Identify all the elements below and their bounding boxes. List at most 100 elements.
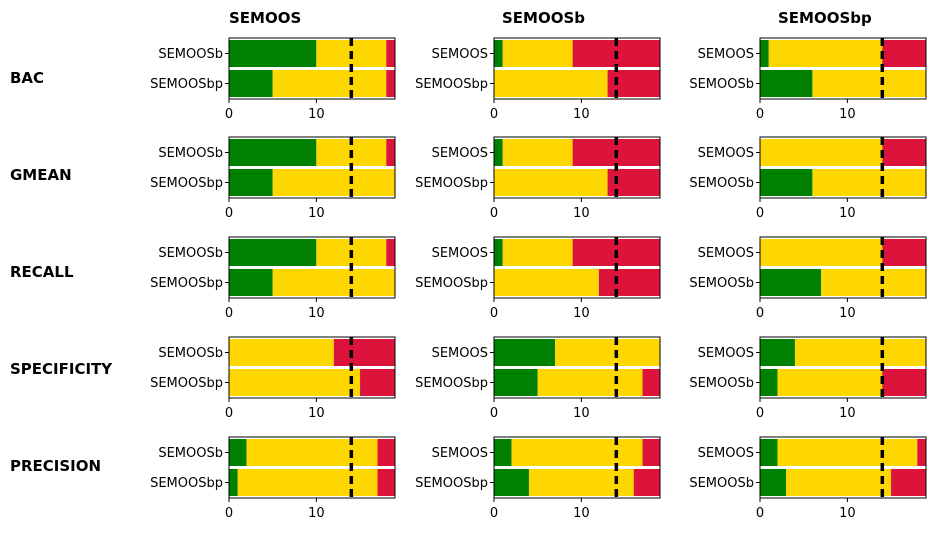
bar-segment-tie bbox=[786, 469, 892, 496]
bar-category-label: SEMOOS bbox=[432, 346, 488, 361]
axes-frame bbox=[228, 136, 396, 199]
bar-category-label: SEMOOSb bbox=[158, 146, 223, 161]
column-titles: SEMOOS SEMOOSb SEMOOSbp bbox=[229, 9, 872, 27]
bar-category-label: SEMOOSb bbox=[158, 246, 223, 261]
bar-category-label: SEMOOSb bbox=[158, 47, 223, 62]
bar-segment-tie bbox=[760, 239, 883, 266]
bar-category-label: SEMOOSbp bbox=[415, 77, 488, 92]
bar-segment-win bbox=[229, 40, 317, 67]
bar-segment-tie bbox=[272, 269, 395, 296]
axes-frame bbox=[759, 37, 927, 100]
bar-segment-loss bbox=[882, 239, 926, 266]
bar-category-label: SEMOOSbp bbox=[150, 376, 223, 391]
bar-segment-tie bbox=[794, 339, 926, 366]
bar-category-label: SEMOOSbp bbox=[150, 276, 223, 291]
x-tick-label: 0 bbox=[756, 107, 764, 122]
x-tick-label: 10 bbox=[308, 506, 325, 521]
x-tick-label: 0 bbox=[225, 406, 233, 421]
bar-segment-tie bbox=[760, 139, 883, 166]
row-label: GMEAN bbox=[10, 166, 72, 184]
x-tick-label: 10 bbox=[839, 107, 856, 122]
x-tick-label: 0 bbox=[490, 406, 498, 421]
bar-segment-tie bbox=[229, 339, 334, 366]
x-tick-label: 10 bbox=[573, 107, 590, 122]
bar-segment-win bbox=[760, 169, 813, 196]
bar-segment-loss bbox=[377, 469, 395, 496]
x-tick-label: 10 bbox=[839, 506, 856, 521]
x-tick-label: 0 bbox=[490, 206, 498, 221]
x-tick-label: 10 bbox=[308, 306, 325, 321]
x-tick-label: 10 bbox=[573, 306, 590, 321]
column-title: SEMOOSb bbox=[502, 9, 585, 27]
bar-segment-win bbox=[760, 40, 769, 67]
axes-frame bbox=[759, 436, 927, 499]
bar-category-label: SEMOOS bbox=[698, 246, 754, 261]
x-tick-label: 10 bbox=[308, 406, 325, 421]
bar-segment-win bbox=[494, 339, 556, 366]
axes-frame bbox=[228, 37, 396, 100]
axes-frame bbox=[759, 236, 927, 299]
bar-segment-win bbox=[229, 239, 317, 266]
bar-segment-loss bbox=[917, 439, 926, 466]
axes-frame bbox=[493, 136, 661, 199]
bar-segment-loss bbox=[633, 469, 660, 496]
row-label: BAC bbox=[10, 69, 44, 87]
bar-category-label: SEMOOSb bbox=[689, 77, 754, 92]
column-title: SEMOOS bbox=[229, 9, 301, 27]
bar-segment-tie bbox=[511, 439, 643, 466]
bar-segment-loss bbox=[891, 469, 926, 496]
bar-category-label: SEMOOSb bbox=[689, 276, 754, 291]
bar-segment-tie bbox=[494, 70, 608, 97]
bar-category-label: SEMOOSbp bbox=[415, 276, 488, 291]
bar-segment-win bbox=[494, 369, 538, 396]
bar-segment-win bbox=[760, 339, 795, 366]
bar-category-label: SEMOOSbp bbox=[150, 77, 223, 92]
bar-category-label: SEMOOS bbox=[698, 146, 754, 161]
x-tick-label: 0 bbox=[225, 206, 233, 221]
bar-segment-tie bbox=[768, 40, 883, 67]
bar-category-label: SEMOOSb bbox=[689, 176, 754, 191]
bar-category-label: SEMOOS bbox=[432, 246, 488, 261]
x-tick-label: 0 bbox=[225, 306, 233, 321]
bar-segment-loss bbox=[386, 239, 395, 266]
bar-segment-tie bbox=[494, 169, 608, 196]
bar-segment-tie bbox=[812, 70, 926, 97]
bar-category-label: SEMOOSb bbox=[689, 476, 754, 491]
bar-segment-win bbox=[760, 369, 778, 396]
bar-segment-win bbox=[760, 439, 778, 466]
bar-segment-tie bbox=[502, 40, 573, 67]
x-tick-label: 10 bbox=[839, 406, 856, 421]
bar-category-label: SEMOOSbp bbox=[150, 476, 223, 491]
x-tick-label: 10 bbox=[839, 306, 856, 321]
bar-segment-loss bbox=[386, 40, 395, 67]
x-tick-label: 0 bbox=[756, 406, 764, 421]
axes-frame bbox=[759, 336, 927, 399]
bar-segment-loss bbox=[377, 439, 395, 466]
bar-segment-win bbox=[494, 469, 529, 496]
x-tick-label: 0 bbox=[490, 306, 498, 321]
bar-category-label: SEMOOS bbox=[432, 47, 488, 62]
bar-category-label: SEMOOSbp bbox=[415, 376, 488, 391]
bar-segment-loss bbox=[882, 40, 926, 67]
bar-segment-tie bbox=[494, 269, 599, 296]
bar-segment-win bbox=[494, 439, 512, 466]
bar-category-label: SEMOOSbp bbox=[150, 176, 223, 191]
bar-segment-win bbox=[760, 70, 813, 97]
bar-segment-win bbox=[229, 469, 238, 496]
bar-segment-tie bbox=[777, 439, 918, 466]
bar-segment-tie bbox=[812, 169, 926, 196]
bar-category-label: SEMOOSb bbox=[158, 446, 223, 461]
axes-frame bbox=[228, 336, 396, 399]
x-tick-label: 10 bbox=[573, 506, 590, 521]
bar-segment-tie bbox=[555, 339, 660, 366]
bar-category-label: SEMOOS bbox=[698, 446, 754, 461]
